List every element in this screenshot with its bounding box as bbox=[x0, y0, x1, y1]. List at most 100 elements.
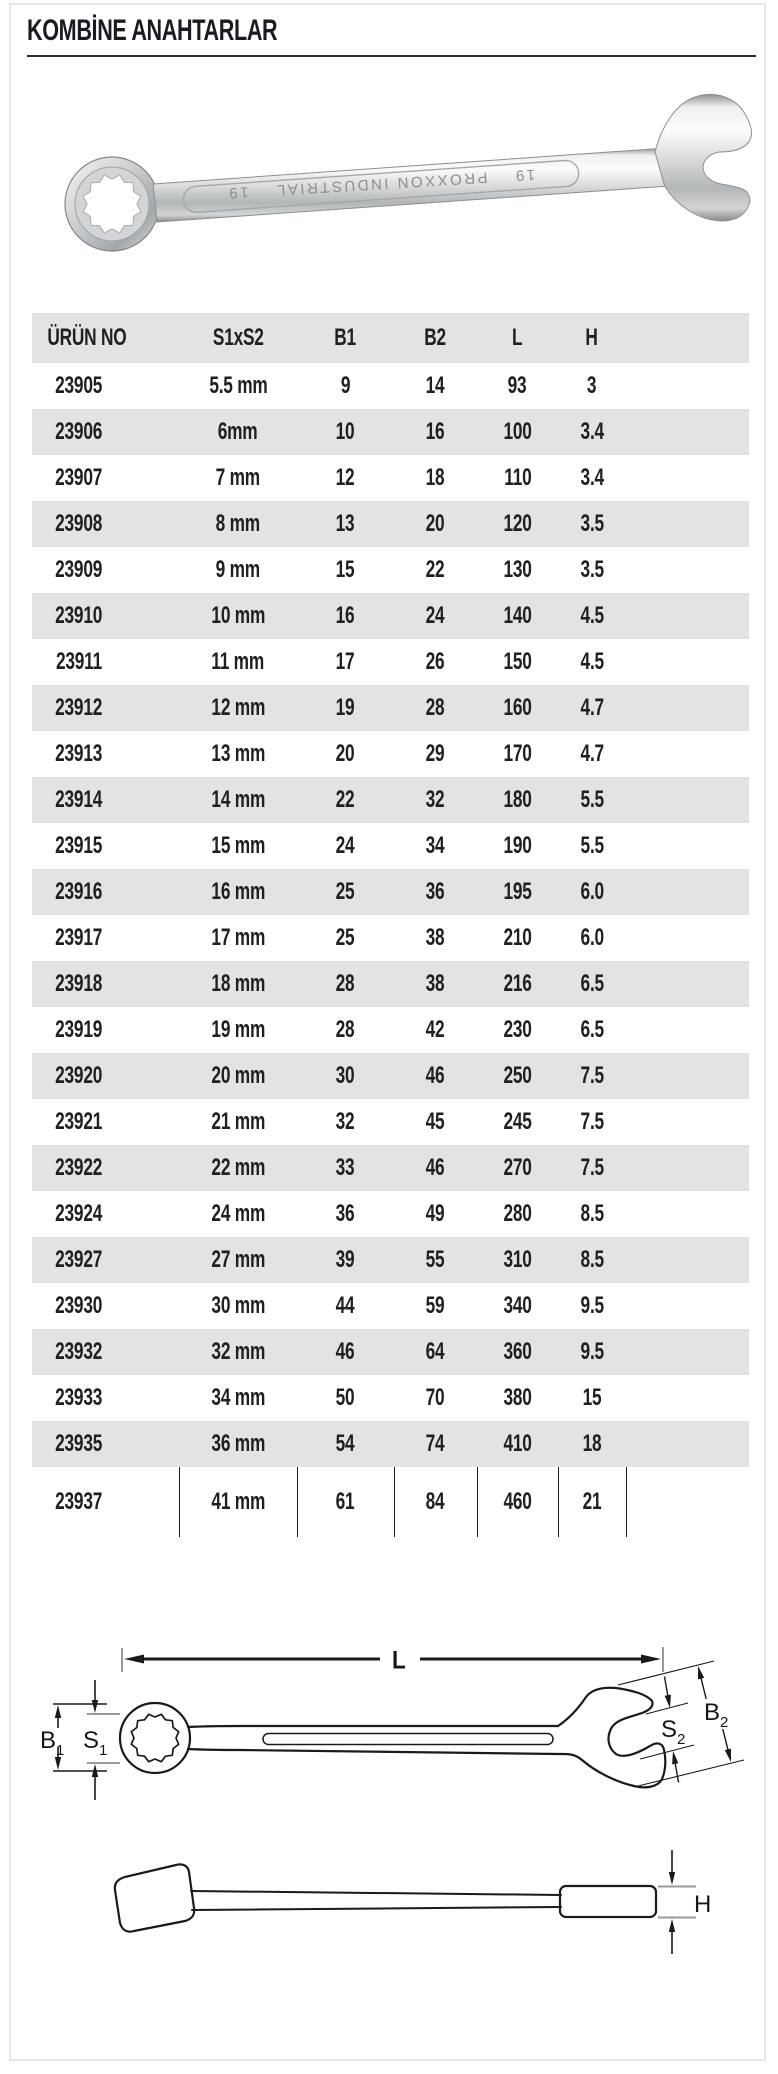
table-row: 23933 34 mm 50 70 380 15 bbox=[32, 1375, 749, 1421]
table-cell: 210 bbox=[503, 924, 532, 951]
table-cell-empty bbox=[626, 961, 749, 1007]
table-row: 23915 15 mm 24 34 190 5.5 bbox=[32, 823, 749, 869]
table-cell: 42 bbox=[426, 1016, 445, 1043]
table-cell-empty bbox=[626, 731, 749, 777]
table-cell: 22 bbox=[297, 777, 394, 823]
table-cell: 23911 bbox=[55, 648, 103, 675]
table-cell: 50 bbox=[336, 1384, 355, 1411]
table-cell: 13 bbox=[297, 501, 394, 547]
table-row: 23932 32 mm 46 64 360 9.5 bbox=[32, 1329, 749, 1375]
table-cell: 23921 bbox=[55, 1108, 103, 1135]
table-cell: 6.5 bbox=[558, 961, 626, 1007]
table-cell: 26 bbox=[426, 648, 445, 675]
wrench-open-jaw bbox=[654, 93, 753, 222]
table-cell-empty bbox=[626, 409, 749, 455]
column-header: ÜRÜN NO bbox=[32, 313, 179, 363]
table-cell: 18 bbox=[426, 464, 445, 491]
table-cell: 18 bbox=[558, 1421, 626, 1467]
table-cell: 23912 bbox=[32, 685, 179, 731]
table-row: 23937 41 mm 61 84 460 21 bbox=[32, 1467, 749, 1537]
dimension-b1: B1 bbox=[40, 1703, 107, 1772]
table-cell: 32 bbox=[336, 1108, 355, 1135]
table-cell: 23909 bbox=[55, 556, 103, 583]
table-cell: 17 mm bbox=[211, 924, 265, 951]
table-cell: 8.5 bbox=[558, 1237, 626, 1283]
table-cell: 23910 bbox=[32, 593, 179, 639]
spec-table: ÜRÜN NO S1xS2 B1 B2 L H 23905 5.5 mm 9 14 93 3 2390… bbox=[32, 313, 749, 1537]
table-row: 23906 6mm 10 16 100 3.4 bbox=[32, 409, 749, 455]
product-photo: 19PROXXON INDUSTRIAL19 bbox=[64, 93, 753, 252]
table-row: 23917 17 mm 25 38 210 6.0 bbox=[32, 915, 749, 961]
table-cell: 46 bbox=[297, 1329, 394, 1375]
table-cell: 46 bbox=[394, 1145, 477, 1191]
dim-label-b2: B bbox=[704, 1699, 720, 1726]
table-cell: 38 bbox=[426, 924, 445, 951]
table-cell: 140 bbox=[477, 593, 558, 639]
table-cell-empty bbox=[626, 1191, 749, 1237]
table-cell-empty bbox=[626, 915, 749, 961]
table-cell: 20 mm bbox=[179, 1053, 297, 1099]
table-cell: 39 bbox=[297, 1237, 394, 1283]
column-header: B2 bbox=[394, 313, 477, 363]
table-cell: 23905 bbox=[55, 372, 103, 399]
table-row: 23916 16 mm 25 36 195 6.0 bbox=[32, 869, 749, 915]
table-cell: 20 bbox=[394, 501, 477, 547]
table-cell: 55 bbox=[394, 1237, 477, 1283]
table-cell: 25 bbox=[297, 869, 394, 915]
table-cell: 216 bbox=[477, 961, 558, 1007]
table-cell: 23906 bbox=[32, 409, 179, 455]
table-cell: 19 mm bbox=[211, 1016, 265, 1043]
table-cell: 380 bbox=[503, 1384, 532, 1411]
column-header: H bbox=[558, 313, 626, 363]
table-cell: 28 bbox=[336, 1016, 355, 1043]
svg-text:B1: B1 bbox=[40, 1727, 64, 1759]
table-cell: 44 bbox=[336, 1292, 355, 1319]
table-cell: 23918 bbox=[32, 961, 179, 1007]
table-cell: 34 bbox=[426, 832, 445, 859]
table-cell: 19 bbox=[297, 685, 394, 731]
table-cell: 10 mm bbox=[179, 593, 297, 639]
table-cell: 8 mm bbox=[179, 501, 297, 547]
table-cell: 23935 bbox=[32, 1421, 179, 1467]
table-cell: 54 bbox=[297, 1421, 394, 1467]
table-cell: 41 mm bbox=[179, 1467, 298, 1537]
table-cell: 25 bbox=[336, 924, 355, 951]
table-cell: 17 bbox=[336, 648, 355, 675]
table-cell: 59 bbox=[426, 1292, 445, 1319]
table-cell: 23908 bbox=[32, 501, 179, 547]
table-cell: 14 bbox=[426, 372, 445, 399]
table-cell: 280 bbox=[503, 1200, 532, 1227]
table-cell: 195 bbox=[477, 869, 558, 915]
svg-text:S1: S1 bbox=[83, 1727, 107, 1759]
table-cell: 23914 bbox=[32, 777, 179, 823]
table-row: 23919 19 mm 28 42 230 6.5 bbox=[32, 1007, 749, 1053]
table-cell: 4.7 bbox=[558, 685, 626, 731]
table-cell: 150 bbox=[503, 648, 532, 675]
table-cell-empty bbox=[626, 501, 749, 547]
column-header: L bbox=[477, 313, 558, 363]
table-cell: 9.5 bbox=[580, 1292, 604, 1319]
table-cell: 32 mm bbox=[179, 1329, 297, 1375]
table-cell: 30 mm bbox=[211, 1292, 265, 1319]
table-cell: 24 bbox=[336, 832, 355, 859]
table-cell-empty bbox=[626, 1007, 749, 1053]
table-cell: 18 mm bbox=[179, 961, 297, 1007]
table-cell: 13 mm bbox=[211, 740, 265, 767]
table-cell: 36 bbox=[336, 1200, 355, 1227]
table-cell: 23927 bbox=[32, 1237, 179, 1283]
table-cell: 70 bbox=[426, 1384, 445, 1411]
table-row: 23927 27 mm 39 55 310 8.5 bbox=[32, 1237, 749, 1283]
table-cell: 64 bbox=[394, 1329, 477, 1375]
table-cell: 23937 bbox=[32, 1467, 180, 1537]
table-cell: 23915 bbox=[55, 832, 103, 859]
table-cell: 21 mm bbox=[211, 1108, 265, 1135]
table-cell: 7.5 bbox=[558, 1145, 626, 1191]
table-cell: 100 bbox=[477, 409, 558, 455]
table-cell-empty bbox=[626, 1053, 749, 1099]
table-cell-empty bbox=[626, 593, 749, 639]
table-row: 23909 9 mm 15 22 130 3.5 bbox=[32, 547, 749, 593]
top-view-wrench-outline bbox=[118, 1686, 667, 1789]
table-cell: 170 bbox=[503, 740, 532, 767]
table-cell: 120 bbox=[477, 501, 558, 547]
table-cell: 9 mm bbox=[215, 556, 261, 583]
